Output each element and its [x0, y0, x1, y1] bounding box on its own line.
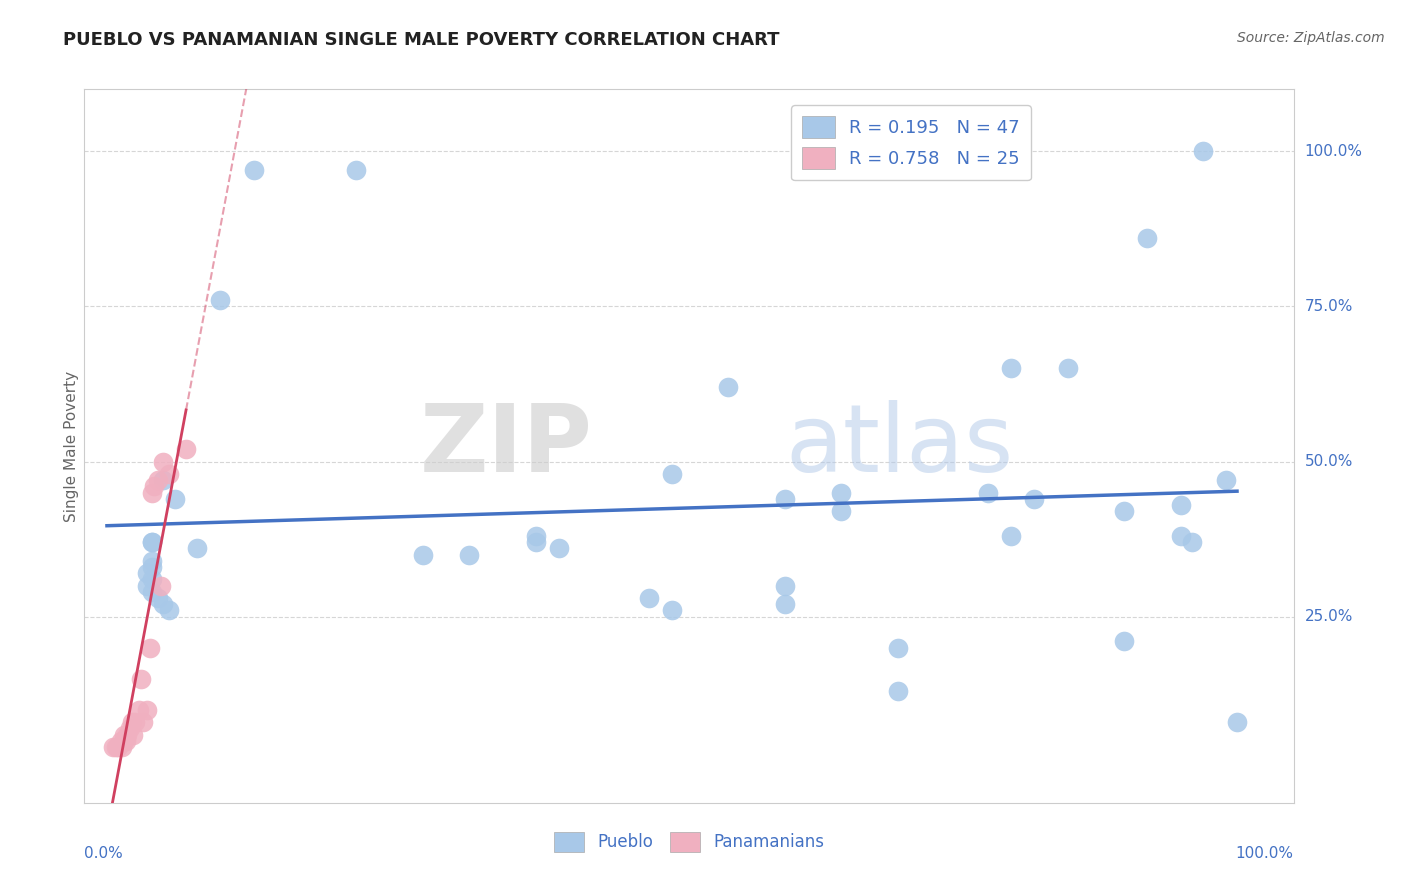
Point — [115, 733, 138, 747]
Point — [524, 535, 547, 549]
Point — [638, 591, 661, 605]
Point — [548, 541, 571, 556]
Text: 25.0%: 25.0% — [1305, 609, 1353, 624]
Point — [1112, 634, 1135, 648]
Text: 75.0%: 75.0% — [1305, 299, 1353, 314]
Point — [101, 739, 124, 754]
Point — [831, 504, 853, 518]
Point — [208, 293, 231, 308]
Point — [887, 640, 910, 655]
Point — [112, 727, 135, 741]
Point — [1112, 504, 1135, 518]
Point — [831, 485, 853, 500]
Text: 50.0%: 50.0% — [1305, 454, 1353, 469]
Text: PUEBLO VS PANAMANIAN SINGLE MALE POVERTY CORRELATION CHART: PUEBLO VS PANAMANIAN SINGLE MALE POVERTY… — [63, 31, 780, 49]
Text: 100.0%: 100.0% — [1305, 144, 1362, 159]
Point — [110, 733, 132, 747]
Point — [773, 597, 796, 611]
Point — [524, 529, 547, 543]
Point — [1000, 529, 1022, 543]
Point — [157, 467, 180, 481]
Text: 100.0%: 100.0% — [1236, 846, 1294, 861]
Point — [141, 535, 163, 549]
Point — [1136, 231, 1159, 245]
Point — [1226, 715, 1249, 730]
Point — [977, 485, 1000, 500]
Text: atlas: atlas — [786, 400, 1014, 492]
Point — [152, 597, 174, 611]
Point — [146, 473, 169, 487]
Point — [141, 535, 163, 549]
Point — [661, 603, 683, 617]
Point — [117, 727, 139, 741]
Point — [773, 579, 796, 593]
Point — [1215, 473, 1237, 487]
Point — [118, 722, 141, 736]
Point — [129, 672, 152, 686]
Point — [141, 485, 163, 500]
Point — [1170, 529, 1192, 543]
Point — [1181, 535, 1204, 549]
Point — [135, 566, 157, 581]
Text: 0.0%: 0.0% — [84, 846, 124, 861]
Text: Source: ZipAtlas.com: Source: ZipAtlas.com — [1237, 31, 1385, 45]
Point — [135, 703, 157, 717]
Point — [1170, 498, 1192, 512]
Point — [141, 560, 163, 574]
Point — [141, 584, 163, 599]
Point — [132, 715, 155, 730]
Point — [412, 548, 434, 562]
Point — [457, 548, 479, 562]
Point — [186, 541, 208, 556]
Point — [1022, 491, 1045, 506]
Point — [141, 554, 163, 568]
Point — [111, 739, 134, 754]
Point — [174, 442, 197, 456]
Point — [112, 733, 135, 747]
Point — [152, 454, 174, 468]
Point — [1056, 361, 1078, 376]
Point — [887, 684, 910, 698]
Point — [152, 473, 174, 487]
Point — [122, 727, 145, 741]
Point — [124, 715, 146, 730]
Point — [141, 573, 163, 587]
Legend: Pueblo, Panamanians: Pueblo, Panamanians — [547, 825, 831, 859]
Point — [143, 479, 166, 493]
Point — [135, 579, 157, 593]
Point — [1000, 361, 1022, 376]
Point — [717, 380, 740, 394]
Text: ZIP: ZIP — [419, 400, 592, 492]
Point — [107, 739, 129, 754]
Point — [773, 491, 796, 506]
Point — [146, 591, 169, 605]
Point — [661, 467, 683, 481]
Point — [105, 739, 128, 754]
Point — [163, 491, 186, 506]
Point — [150, 579, 173, 593]
Point — [128, 703, 150, 717]
Point — [344, 162, 367, 177]
Point — [243, 162, 266, 177]
Y-axis label: Single Male Poverty: Single Male Poverty — [63, 370, 79, 522]
Point — [121, 715, 143, 730]
Point — [157, 603, 180, 617]
Point — [139, 640, 162, 655]
Point — [1192, 145, 1215, 159]
